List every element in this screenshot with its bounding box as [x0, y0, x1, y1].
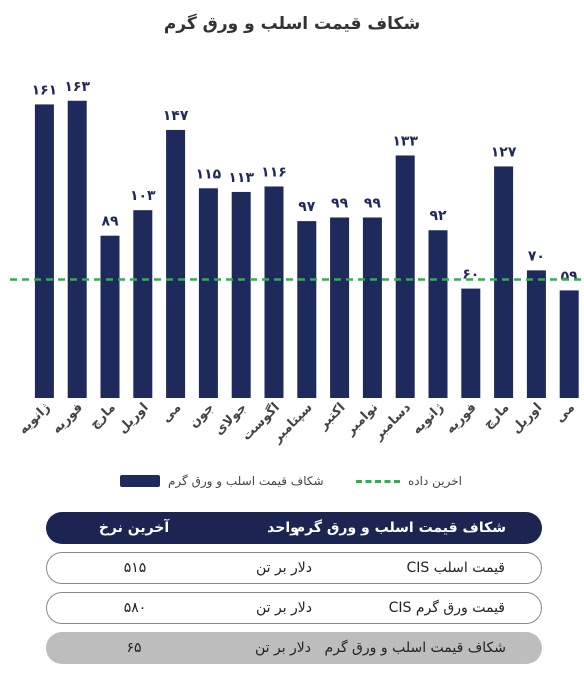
x-tick-label: مارچ [481, 400, 513, 432]
x-tick-label: می [552, 400, 578, 426]
row-name: قیمت ورق گرم CIS [388, 600, 505, 616]
header-name: شکاف قیمت اسلب و ورق گرم [294, 520, 506, 536]
x-tick-label: اوریل [509, 400, 545, 436]
bar-value-label: ۹۲ [429, 208, 447, 224]
bar-value-label: ۵۹ [561, 268, 579, 284]
bar-15 [526, 270, 546, 398]
table-row: شکاف قیمت اسلب و ورق گرم دلار بر تن ۶۵ [46, 632, 542, 664]
bar-2 [100, 235, 120, 398]
row-name: شکاف قیمت اسلب و ورق گرم [324, 640, 506, 656]
bar-0 [34, 104, 54, 398]
bar-4 [166, 129, 186, 399]
price-table: شکاف قیمت اسلب و ورق گرم واحد آخرین نرخ … [46, 512, 542, 672]
x-tick-label: فوریه [443, 400, 480, 437]
row-name: قیمت اسلب CIS [406, 560, 505, 576]
legend: شکاف قیمت اسلب و ورق گرم اخرین داده [0, 474, 584, 494]
row-unit: دلار بر تن [254, 640, 312, 656]
bar-value-label: ۱۴۷ [163, 108, 189, 124]
bar-value-label: ۱۳۳ [392, 133, 418, 149]
row-value: ۵۱۵ [123, 560, 147, 576]
bar-value-label: ۱۶۱ [32, 82, 58, 98]
table-header-row: شکاف قیمت اسلب و ورق گرم واحد آخرین نرخ [46, 512, 542, 544]
table-row: قیمت ورق گرم CIS دلار بر تن ۵۸۰ [46, 592, 542, 624]
bar-12 [428, 230, 448, 398]
bar-value-label: ۷۰ [528, 248, 545, 264]
legend-series-swatch [120, 475, 160, 487]
bar-value-label: ۱۱۳ [228, 170, 254, 186]
bar-value-label: ۹۷ [298, 199, 316, 215]
bar-8 [297, 221, 317, 398]
x-tick-label: می [159, 400, 185, 426]
bar-value-label: ۱۱۵ [196, 166, 222, 182]
x-tick-label: اوریل [115, 400, 151, 436]
bar-14 [494, 166, 514, 398]
bar-value-label: ۱۱۶ [261, 164, 287, 180]
x-tick-label: فوریه [49, 400, 86, 437]
legend-reference-swatch [356, 479, 400, 483]
row-unit: دلار بر تن [255, 600, 313, 616]
bar-value-label: ۱۲۷ [491, 144, 517, 160]
bar-value-label: ۱۰۳ [130, 188, 156, 204]
bar-value-label: ۸۹ [101, 214, 119, 230]
legend-series-label: شکاف قیمت اسلب و ورق گرم [168, 474, 324, 488]
table-row: قیمت اسلب CIS دلار بر تن ۵۱۵ [46, 552, 542, 584]
bar-value-label: ۹۹ [331, 195, 349, 211]
x-tick-label: ژانویه [16, 400, 53, 437]
legend-reference: اخرین داده [356, 474, 462, 488]
bar-1 [67, 100, 87, 398]
bar-16 [559, 290, 579, 398]
bar-value-label: ۱۶۳ [64, 79, 90, 95]
bar-13 [461, 288, 481, 398]
bar-11 [395, 155, 415, 398]
bar-6 [231, 191, 251, 398]
bar-value-label: ۹۹ [364, 195, 382, 211]
x-tick-label: ژانویه [410, 400, 447, 437]
legend-reference-label: اخرین داده [408, 474, 462, 488]
x-tick-label: مارچ [87, 400, 119, 432]
header-value: آخرین نرخ [98, 520, 170, 536]
row-unit: دلار بر تن [255, 560, 313, 576]
header-unit: واحد [267, 520, 299, 536]
bar-9 [330, 217, 350, 398]
legend-series: شکاف قیمت اسلب و ورق گرم [120, 474, 324, 488]
row-value: ۶۵ [126, 640, 142, 656]
row-value: ۵۸۰ [123, 600, 147, 616]
bar-5 [198, 188, 218, 398]
chart-title: شکاف قیمت اسلب و ورق گرم [163, 14, 421, 34]
bar-7 [264, 186, 284, 398]
bar-10 [362, 217, 382, 398]
bar-3 [133, 210, 153, 398]
